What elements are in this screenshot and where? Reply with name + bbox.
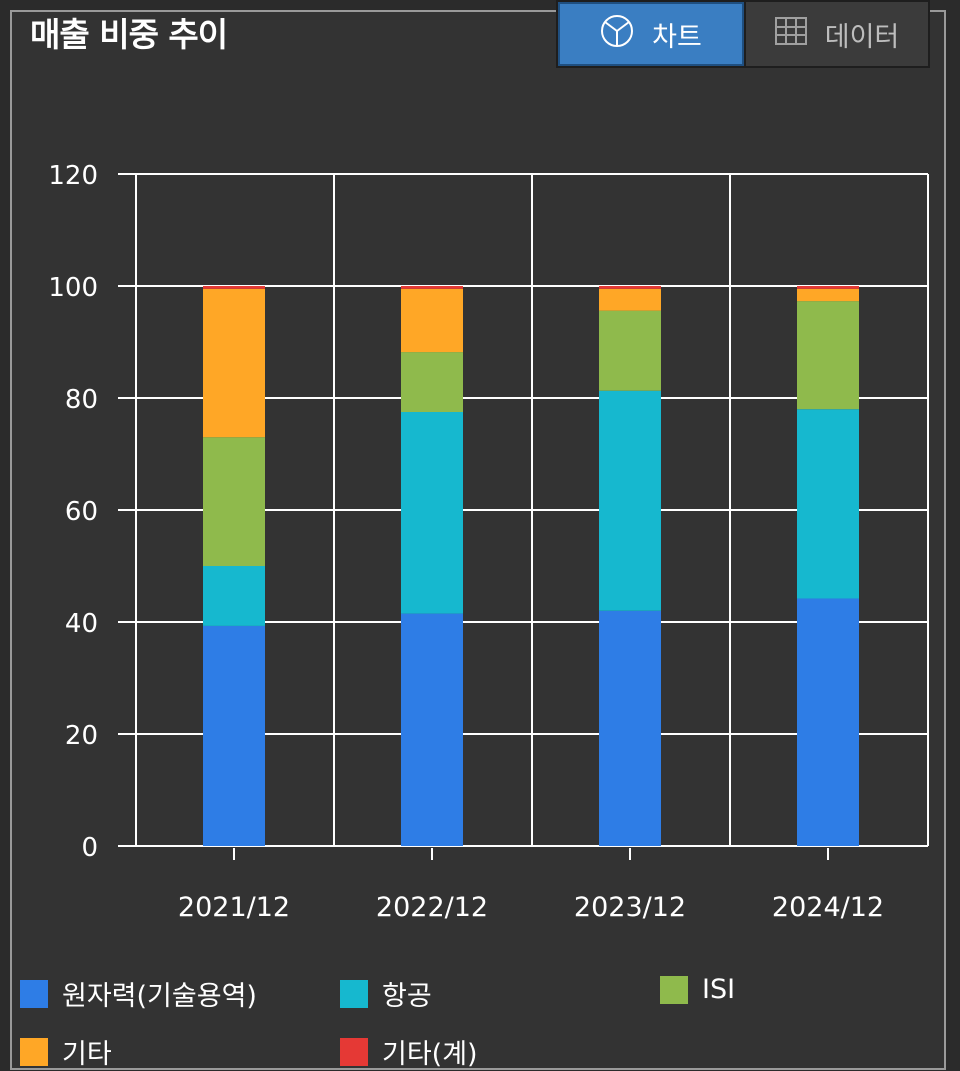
y-tick-label: 80 <box>65 385 98 415</box>
x-tick-label: 2024/12 <box>772 892 884 923</box>
legend-swatch <box>20 1037 48 1066</box>
chart-view-button[interactable]: 차트 <box>558 2 744 66</box>
legend-label: 원자력(기술용역) <box>62 981 257 1012</box>
bar-segment <box>797 288 859 302</box>
bar-segment <box>203 288 265 438</box>
legend-item[interactable]: ISI <box>660 974 735 1005</box>
y-tick-label: 40 <box>65 609 98 639</box>
y-tick-label: 60 <box>65 497 98 527</box>
bar-segment <box>401 286 463 289</box>
bar-segment <box>797 409 859 599</box>
stacked-bar-chart: 0 20 40 60 80 100 120 2021/12 2022/12 2023/12 2024… <box>48 161 929 923</box>
legend-swatch <box>660 975 688 1004</box>
data-view-button[interactable]: 데이터 <box>744 2 928 66</box>
bar-segment <box>401 412 463 614</box>
legend-item[interactable]: 기타 <box>20 1032 112 1071</box>
bar-segment <box>203 625 265 846</box>
bar-segment <box>401 352 463 412</box>
x-tick-label: 2022/12 <box>376 892 488 923</box>
legend-item[interactable]: 항공 <box>340 974 432 1013</box>
legend-label: 기타(계) <box>382 1039 478 1070</box>
bar-segment <box>203 566 265 626</box>
grid-table-icon <box>774 16 807 52</box>
legend-swatch <box>20 979 48 1008</box>
legend-swatch <box>340 979 368 1008</box>
bar-segment <box>401 288 463 353</box>
page-title: 매출 비중 추이 <box>30 15 228 54</box>
x-tick-label: 2021/12 <box>178 892 290 923</box>
chart-view-label: 차트 <box>652 21 702 53</box>
bar-segment <box>797 598 859 846</box>
y-tick-label: 20 <box>65 721 98 751</box>
bar-segment <box>599 610 661 846</box>
y-tick-label: 100 <box>48 273 98 303</box>
bar-segment <box>797 286 859 289</box>
x-tick-label: 2023/12 <box>574 892 686 923</box>
pie-chart-icon <box>600 14 634 55</box>
view-toggle: 차트 데이터 <box>556 0 930 68</box>
legend-swatch <box>340 1037 368 1066</box>
legend-label: 기타 <box>62 1039 112 1070</box>
data-view-label: 데이터 <box>824 21 900 53</box>
legend-item[interactable]: 원자력(기술용역) <box>20 974 257 1013</box>
y-tick-label: 120 <box>48 161 98 191</box>
legend-label: 항공 <box>382 981 432 1012</box>
y-tick-label: 0 <box>81 833 98 863</box>
bar-segment <box>599 288 661 311</box>
bar-segment <box>599 286 661 289</box>
bar-segment <box>599 390 661 611</box>
chart-panel <box>10 10 946 1070</box>
bar-segment <box>797 301 859 410</box>
legend-item[interactable]: 기타(계) <box>340 1032 478 1071</box>
legend-label: ISI <box>702 974 736 1005</box>
bar-segment <box>401 613 463 846</box>
bar-segment <box>203 286 265 289</box>
bar-segment <box>599 310 661 391</box>
bar-segment <box>203 437 265 566</box>
